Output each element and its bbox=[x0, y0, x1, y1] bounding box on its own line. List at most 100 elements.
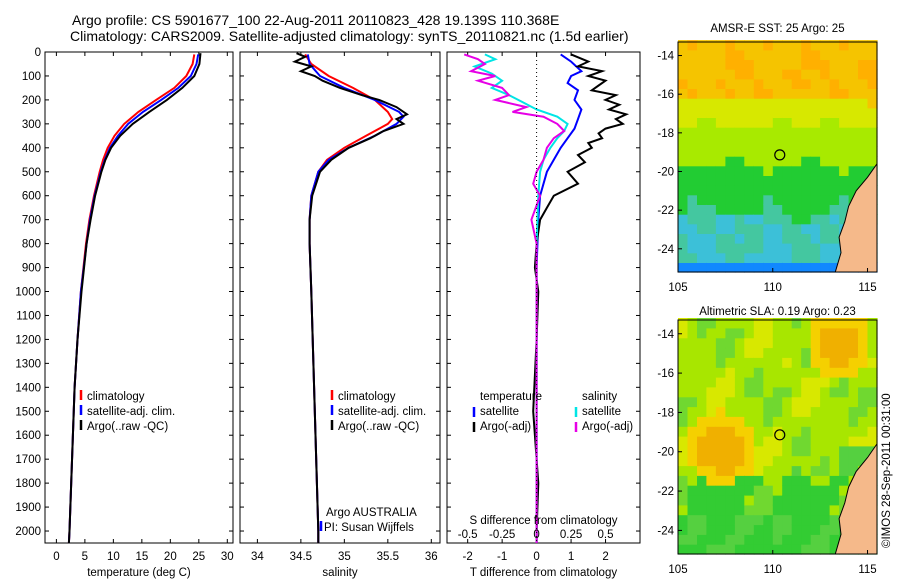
map-cell bbox=[725, 465, 736, 476]
map-cell bbox=[753, 262, 764, 273]
map-cell bbox=[715, 233, 726, 244]
map-cell bbox=[763, 40, 774, 51]
map-cell bbox=[734, 367, 745, 378]
map-cell bbox=[678, 426, 689, 437]
map-cell bbox=[782, 534, 793, 545]
map-cell bbox=[715, 175, 726, 186]
map-cell bbox=[782, 88, 793, 99]
map-cell bbox=[829, 233, 840, 244]
map-cell bbox=[782, 386, 793, 398]
map-cell bbox=[829, 49, 840, 60]
map-cell bbox=[706, 107, 717, 118]
map-cell bbox=[715, 396, 726, 408]
map-cell bbox=[791, 262, 802, 273]
map-cell bbox=[734, 262, 745, 273]
map-cell bbox=[678, 495, 689, 506]
map-cell bbox=[687, 337, 698, 349]
map-cell bbox=[782, 69, 793, 80]
map-cell bbox=[801, 146, 812, 157]
map-cell bbox=[791, 194, 802, 205]
map-cell bbox=[734, 156, 745, 167]
map-cell bbox=[772, 175, 783, 186]
map-cell bbox=[820, 214, 831, 225]
map-cell bbox=[706, 165, 717, 176]
map-cell bbox=[867, 367, 878, 378]
map-cell bbox=[687, 406, 698, 417]
map-cell bbox=[687, 357, 698, 368]
map-cell bbox=[782, 204, 793, 215]
map-cell bbox=[791, 347, 802, 358]
map-cell bbox=[725, 204, 736, 215]
map-cell bbox=[744, 524, 755, 535]
map-cell bbox=[791, 156, 802, 167]
map-cell bbox=[706, 406, 717, 417]
map-cell bbox=[678, 262, 689, 273]
map-cell bbox=[753, 445, 764, 457]
map-cell bbox=[839, 406, 850, 417]
map-cell bbox=[820, 485, 831, 496]
map-cell bbox=[820, 357, 831, 368]
map-cell bbox=[763, 426, 774, 437]
map-cell bbox=[782, 504, 793, 516]
map-cell bbox=[829, 252, 840, 263]
map-cell bbox=[829, 194, 840, 205]
map-cell bbox=[791, 127, 802, 138]
map-cell bbox=[801, 337, 812, 349]
series-line bbox=[463, 53, 566, 543]
map-cell bbox=[772, 337, 783, 349]
map-cell bbox=[744, 165, 755, 176]
map-cell bbox=[801, 262, 812, 273]
x-tick-label: 1 bbox=[568, 551, 574, 563]
x-tick-label: 2 bbox=[602, 551, 608, 563]
map-cell bbox=[772, 386, 783, 398]
x-axis-label: T difference from climatology bbox=[470, 567, 617, 579]
map-cell bbox=[753, 49, 764, 60]
map-cell bbox=[810, 146, 821, 157]
map-cell bbox=[763, 495, 774, 506]
map-cell bbox=[744, 318, 755, 329]
y-tick-label: 700 bbox=[22, 215, 41, 227]
map-cell bbox=[848, 107, 859, 118]
map-cell bbox=[801, 436, 812, 447]
map-cell bbox=[706, 426, 717, 437]
x-tick-label: 110 bbox=[764, 282, 782, 294]
map-cell bbox=[820, 262, 831, 273]
map-cell bbox=[687, 107, 698, 118]
map-cell bbox=[753, 406, 764, 417]
map-cells bbox=[678, 318, 878, 555]
plot-frame bbox=[446, 51, 641, 544]
map-cell bbox=[820, 185, 831, 196]
map-cell bbox=[706, 136, 717, 147]
map-cell bbox=[839, 194, 850, 205]
map-cell bbox=[829, 445, 840, 457]
map-cell bbox=[858, 436, 869, 447]
map-cell bbox=[763, 127, 774, 138]
map-cell bbox=[810, 455, 821, 467]
map-cell bbox=[867, 357, 878, 368]
map-cell bbox=[715, 406, 726, 417]
map-cell bbox=[801, 98, 812, 109]
map-cell bbox=[697, 318, 708, 329]
map-cell bbox=[772, 347, 783, 358]
map-cell bbox=[810, 127, 821, 138]
map-cell bbox=[810, 252, 821, 263]
y-tick-label: 1200 bbox=[15, 334, 41, 346]
map-cell bbox=[678, 88, 689, 99]
map-cell bbox=[782, 347, 793, 358]
y-tick-label: 400 bbox=[22, 143, 41, 155]
map-cell bbox=[810, 136, 821, 147]
map-cell bbox=[715, 59, 726, 70]
x-axis-label-top: S difference from climatology bbox=[469, 515, 617, 527]
map-cell bbox=[744, 69, 755, 80]
map-cell bbox=[763, 262, 774, 273]
map-cell bbox=[791, 59, 802, 70]
map-cell bbox=[848, 117, 859, 128]
map-cell bbox=[715, 485, 726, 496]
map-cell bbox=[867, 136, 878, 147]
y-tick-label: 600 bbox=[22, 191, 41, 203]
map-cell bbox=[687, 223, 698, 234]
map-cell bbox=[848, 59, 859, 70]
map-cell bbox=[867, 40, 878, 51]
map-cell bbox=[782, 495, 793, 506]
map-cell bbox=[858, 136, 869, 147]
